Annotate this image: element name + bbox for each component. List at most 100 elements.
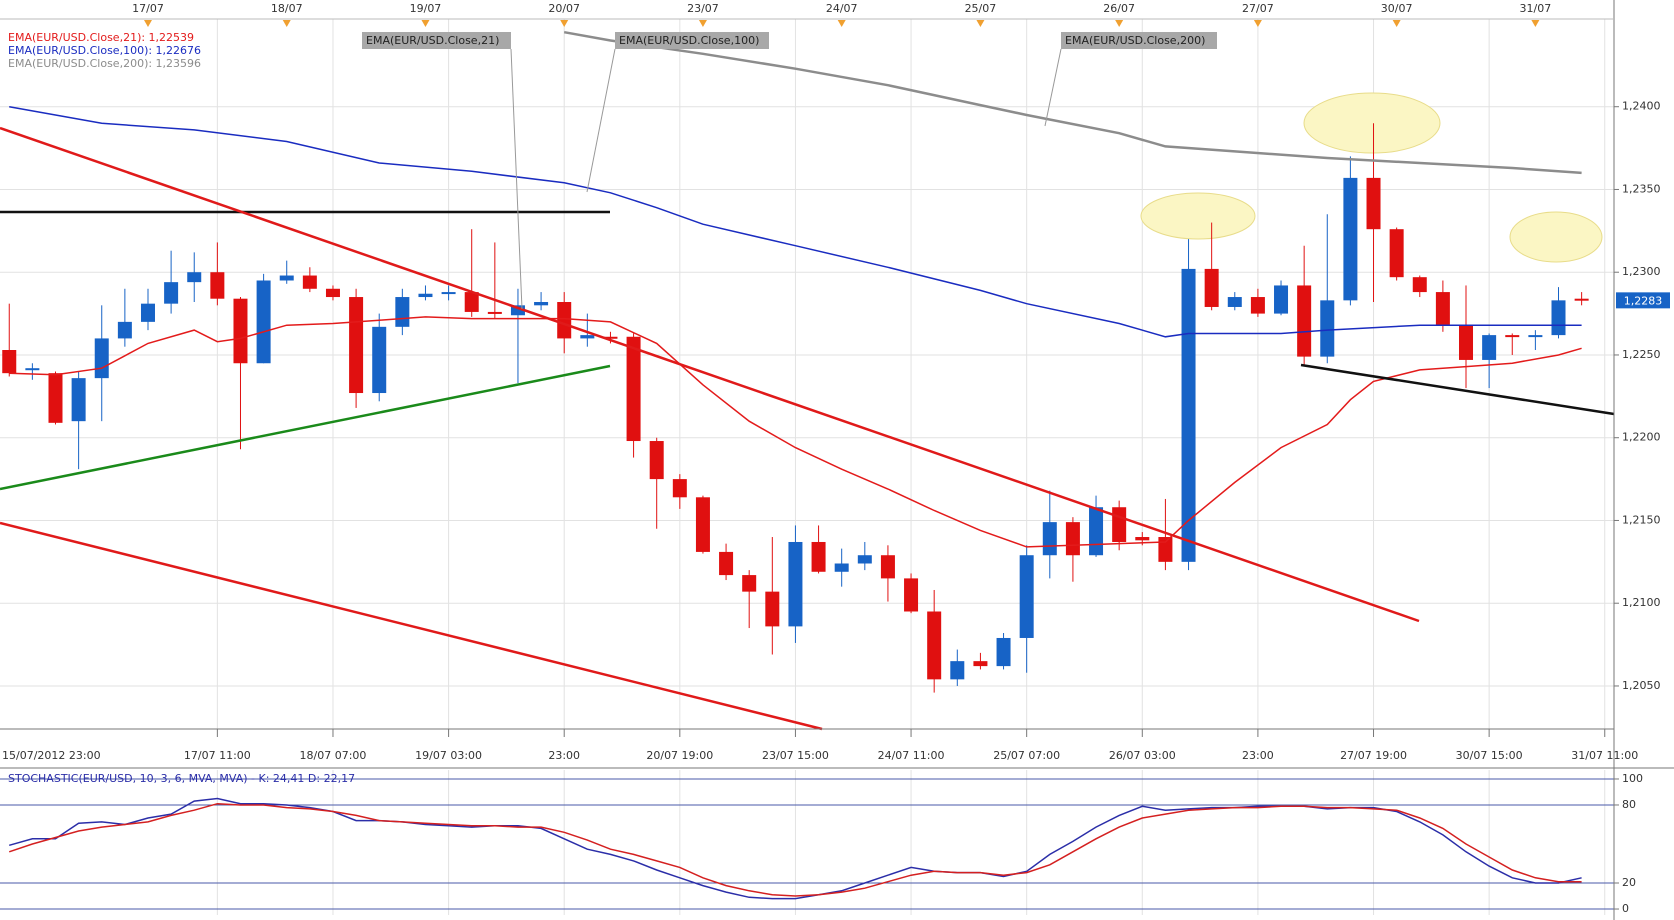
x-tick-label: 19/07 03:00 xyxy=(415,749,482,762)
candle-body xyxy=(349,297,364,394)
candle-body xyxy=(395,297,410,327)
top-tick-label: 27/07 xyxy=(1242,2,1274,15)
annotation-connector xyxy=(510,48,523,310)
candle-body xyxy=(1412,277,1427,293)
drawn-objects xyxy=(1140,92,1603,263)
candle-body xyxy=(1297,285,1312,357)
candle-body xyxy=(719,551,734,576)
candle-body xyxy=(233,298,248,364)
candle-body xyxy=(1204,268,1219,307)
top-tick-marker xyxy=(560,20,569,27)
candle-body xyxy=(950,661,965,680)
candle-body xyxy=(1274,285,1289,314)
top-tick-label: 17/07 xyxy=(132,2,164,15)
y-tick-label: 100 xyxy=(1622,772,1643,785)
trend-line xyxy=(0,364,611,491)
annotation-label: EMA(EUR/USD.Close,100) xyxy=(619,34,759,47)
x-tick-label: 18/07 07:00 xyxy=(300,749,367,762)
candle-body xyxy=(1250,297,1265,314)
candle-body xyxy=(996,637,1011,667)
top-tick-label: 31/07 xyxy=(1520,2,1552,15)
candle-body xyxy=(1482,335,1497,360)
trend-line xyxy=(0,521,823,731)
candle-body xyxy=(418,293,433,298)
x-tick-label: 17/07 11:00 xyxy=(184,749,251,762)
top-tick-marker xyxy=(976,20,985,27)
candle-body xyxy=(742,575,757,592)
y-tick-label: 1,2200 xyxy=(1622,431,1661,444)
top-tick-marker xyxy=(1253,20,1262,27)
indicator-title: STOCHASTIC(EUR/USD, 10, 3, 6, MVA, MVA) … xyxy=(8,772,355,785)
candle-body xyxy=(487,311,502,314)
candle-body xyxy=(1343,177,1358,301)
candle-body xyxy=(1112,507,1127,542)
candle-body xyxy=(1042,522,1057,556)
candle-body xyxy=(302,275,317,289)
x-tick-label: 27/07 19:00 xyxy=(1340,749,1407,762)
top-tick-label: 24/07 xyxy=(826,2,858,15)
annotation-label: EMA(EUR/USD.Close,200) xyxy=(1065,34,1205,47)
candle-body xyxy=(1135,537,1150,541)
candle-body xyxy=(1089,507,1104,556)
candle-body xyxy=(857,555,872,564)
trend-lines xyxy=(0,126,1615,731)
candle-body xyxy=(187,272,202,283)
candle-body xyxy=(464,292,479,312)
annotation-connector xyxy=(1044,48,1062,127)
candle-body xyxy=(557,302,572,339)
line-series xyxy=(9,105,1582,338)
top-tick-label: 23/07 xyxy=(687,2,719,15)
candle-body xyxy=(534,302,549,306)
candle-body xyxy=(649,441,664,480)
annotation-box xyxy=(615,32,769,49)
x-tick-label: 15/07/2012 23:00 xyxy=(2,749,101,762)
candle-body xyxy=(1459,325,1474,360)
grid-layer xyxy=(0,19,1614,915)
legend-entry: EMA(EUR/USD.Close,21): 1,22539 xyxy=(8,31,194,44)
top-tick-marker xyxy=(143,20,152,27)
candle-body xyxy=(2,350,17,374)
top-tick-marker xyxy=(698,20,707,27)
trend-line xyxy=(0,126,1420,623)
annotation-connector xyxy=(586,48,616,193)
x-tick-label: 25/07 07:00 xyxy=(993,749,1060,762)
top-tick-label: 25/07 xyxy=(965,2,997,15)
candle-body xyxy=(811,541,826,572)
y-tick-label: 1,2100 xyxy=(1622,596,1661,609)
candle-body xyxy=(1505,335,1520,338)
candle-body xyxy=(441,292,456,295)
line-series xyxy=(563,30,1582,175)
candle-body xyxy=(904,578,919,612)
top-tick-label: 19/07 xyxy=(410,2,442,15)
highlight-ellipse xyxy=(1303,92,1441,154)
y-tick-label: 1,2250 xyxy=(1622,348,1661,361)
candle-body xyxy=(48,373,63,423)
top-tick-marker xyxy=(1392,20,1401,27)
candle-body xyxy=(788,541,803,627)
highlight-ellipse xyxy=(1140,192,1256,240)
candle-body xyxy=(1528,335,1543,338)
y-tick-label: 1,2150 xyxy=(1622,513,1661,526)
candle-body xyxy=(372,326,387,394)
y-tick-label: 80 xyxy=(1622,798,1636,811)
top-tick-marker xyxy=(1115,20,1124,27)
top-tick-label: 18/07 xyxy=(271,2,303,15)
y-tick-label: 20 xyxy=(1622,876,1636,889)
candle-body xyxy=(1389,229,1404,278)
candle-body xyxy=(603,336,618,339)
annotations: EMA(EUR/USD.Close,21) EMA(EUR/USD.Close,… xyxy=(362,32,1217,310)
y-tick-label: 1,2400 xyxy=(1622,100,1661,113)
candle-body xyxy=(325,288,340,298)
annotation-box xyxy=(1061,32,1217,49)
candle-body xyxy=(117,321,132,339)
marks-layer xyxy=(2,30,1589,900)
highlight-ellipse xyxy=(1509,211,1603,263)
candle-body xyxy=(1366,177,1381,230)
candle-body xyxy=(71,378,86,422)
line-series xyxy=(9,316,1582,548)
candle-body xyxy=(210,272,225,299)
candle-body xyxy=(510,305,525,316)
